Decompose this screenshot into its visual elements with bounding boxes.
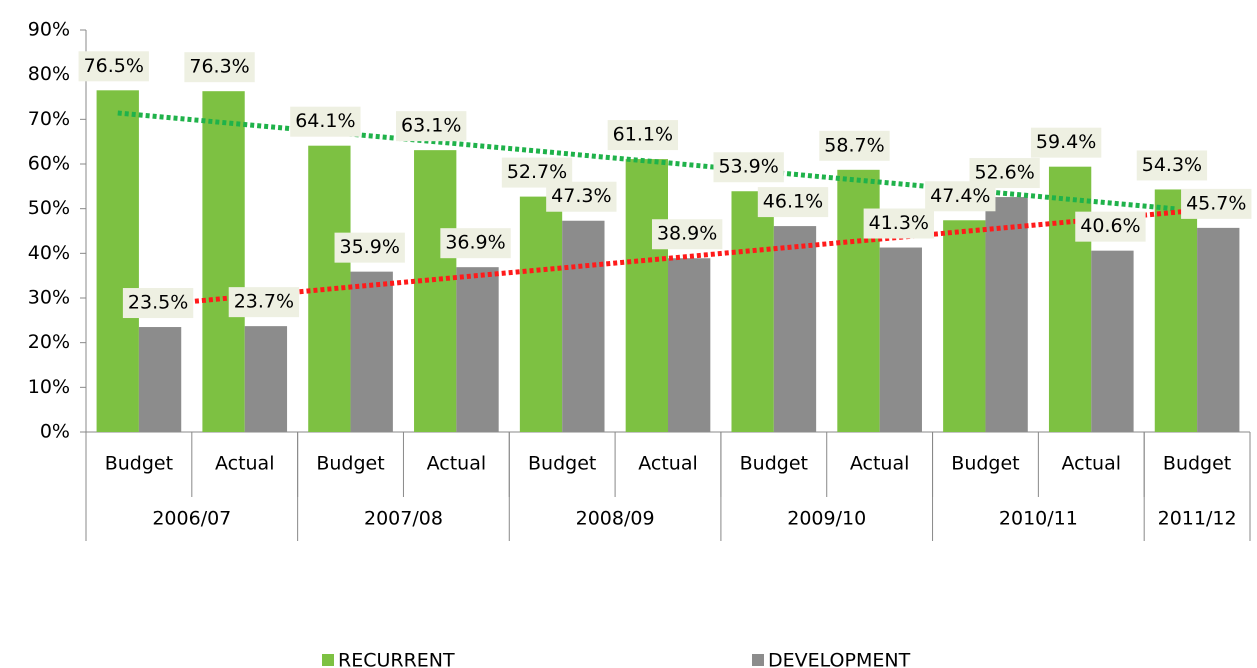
bar: [244, 326, 288, 432]
bar: [1154, 189, 1198, 432]
data-label: 58.7%: [824, 134, 884, 156]
bar: [625, 159, 668, 432]
bar: [668, 258, 711, 432]
x-tick-label: Budget: [740, 453, 808, 475]
x-tick-label: Budget: [951, 453, 1019, 475]
group-label: 2008/09: [576, 508, 655, 530]
bar: [731, 191, 774, 432]
data-label: 23.7%: [234, 291, 294, 313]
data-label: 45.7%: [1186, 192, 1246, 214]
y-tick-label: 0%: [40, 421, 70, 443]
bar: [1197, 227, 1240, 432]
data-label: 61.1%: [613, 124, 673, 146]
data-label-box: [1136, 150, 1208, 181]
legend-label: DEVELOPMENT: [768, 650, 911, 668]
group-label: 2006/07: [152, 508, 231, 530]
data-label-box: [228, 287, 300, 318]
y-tick-label: 20%: [28, 331, 70, 353]
x-tick-label: Budget: [1163, 453, 1231, 475]
data-label: 59.4%: [1036, 131, 1096, 153]
data-label-box: [651, 219, 723, 250]
y-tick-label: 50%: [28, 197, 70, 219]
bar: [985, 197, 1028, 432]
data-label-box: [1030, 127, 1102, 158]
data-label: 76.5%: [84, 55, 144, 77]
data-label: 76.3%: [189, 56, 249, 78]
data-label-box: [1181, 188, 1252, 219]
data-label-box: [969, 158, 1040, 189]
data-label-box: [184, 52, 255, 83]
y-tick-label: 80%: [28, 63, 70, 85]
data-label: 64.1%: [295, 110, 355, 132]
data-label-box: [78, 51, 149, 82]
legend-swatch: [322, 654, 334, 666]
bar: [943, 220, 986, 432]
bar: [773, 226, 817, 432]
data-label-box: [607, 120, 679, 151]
group-label: 2007/08: [364, 508, 443, 530]
y-tick-label: 40%: [28, 242, 70, 264]
data-label-box: [334, 232, 405, 263]
x-tick-label: Actual: [1062, 453, 1122, 475]
data-label-box: [396, 111, 467, 142]
bar: [879, 247, 922, 432]
data-label: 35.9%: [340, 236, 400, 258]
group-label: 2010/11: [999, 508, 1078, 530]
bar: [456, 267, 499, 432]
bar: [1091, 250, 1134, 432]
legend-swatch: [752, 654, 764, 666]
data-label: 38.9%: [657, 223, 717, 245]
bar: [519, 196, 563, 432]
bar: [202, 91, 245, 433]
data-label: 36.9%: [445, 232, 505, 254]
trendline: [159, 205, 1219, 307]
x-tick-label: Budget: [316, 453, 384, 475]
x-tick-label: Actual: [850, 453, 910, 475]
x-tick-label: Budget: [528, 453, 596, 475]
data-label: 23.5%: [128, 292, 188, 314]
data-label: 63.1%: [401, 115, 461, 137]
data-label-box: [122, 288, 194, 319]
y-tick-label: 30%: [28, 287, 70, 309]
bar: [1048, 166, 1092, 432]
data-label: 46.1%: [763, 191, 823, 213]
group-label: 2011/12: [1158, 508, 1237, 530]
bar: [96, 90, 139, 433]
x-tick-label: Actual: [427, 453, 487, 475]
y-tick-label: 10%: [28, 376, 70, 398]
data-label-box: [1075, 211, 1146, 242]
data-label: 53.9%: [718, 156, 778, 178]
x-tick-label: Budget: [105, 453, 173, 475]
bar: [414, 150, 457, 433]
y-tick-label: 60%: [28, 153, 70, 175]
data-label: 47.4%: [930, 185, 990, 207]
data-label: 40.6%: [1080, 215, 1140, 237]
data-label-box: [863, 208, 934, 239]
data-label-box: [546, 181, 617, 212]
data-label: 54.3%: [1142, 154, 1202, 176]
y-tick-label: 90%: [28, 19, 70, 41]
bar: [350, 271, 393, 432]
data-label-box: [440, 228, 511, 259]
data-label: 41.3%: [869, 212, 929, 234]
x-tick-label: Actual: [215, 453, 275, 475]
data-label-box: [819, 130, 890, 161]
group-label: 2009/10: [787, 508, 866, 530]
legend-label: RECURRENT: [338, 650, 455, 668]
data-label: 52.7%: [507, 161, 567, 183]
data-label: 52.6%: [974, 162, 1034, 184]
data-label-box: [757, 187, 829, 218]
data-label-box: [290, 106, 361, 137]
data-label-box: [713, 152, 784, 183]
data-label: 47.3%: [551, 185, 611, 207]
x-tick-label: Actual: [638, 453, 698, 475]
y-tick-label: 70%: [28, 108, 70, 130]
bar: [562, 220, 605, 432]
bar: [138, 327, 182, 432]
